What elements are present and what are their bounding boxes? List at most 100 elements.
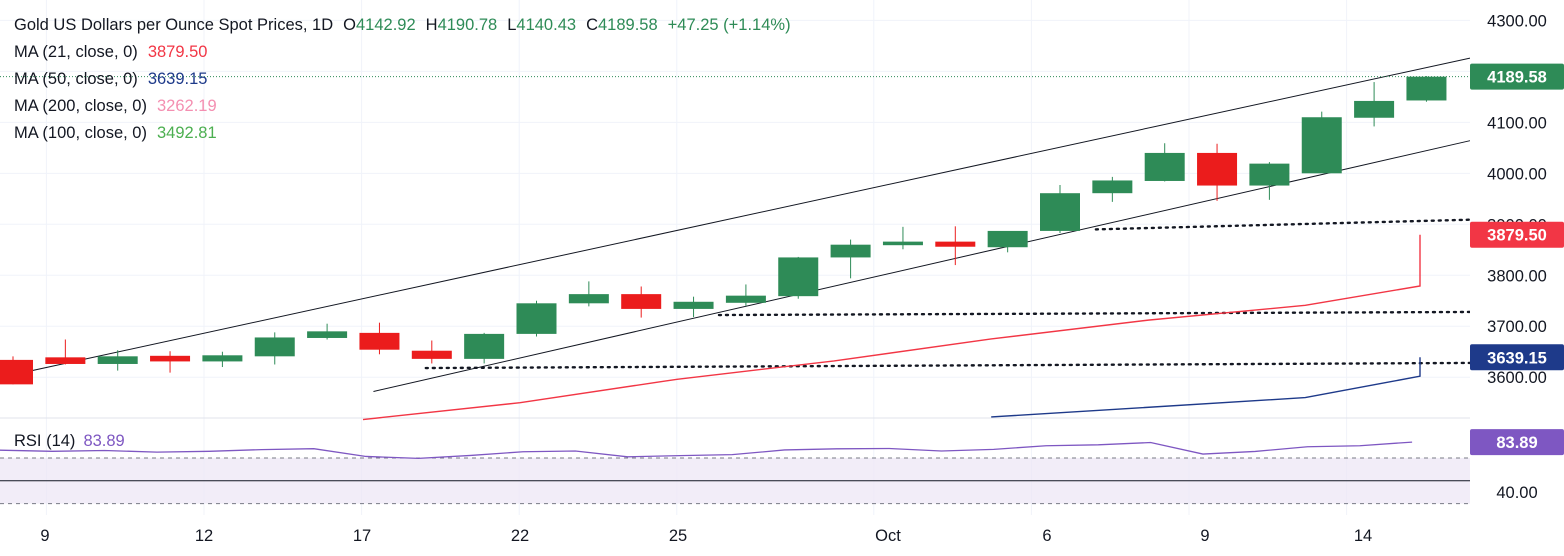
candle — [464, 332, 505, 364]
ohlc-change: +47.25 (+1.14%) — [667, 16, 791, 34]
candle — [1040, 185, 1080, 233]
price-tick-label: 4300.00 — [1487, 12, 1547, 30]
candle-body — [202, 355, 243, 362]
legend-ma-50[interactable]: MA (50, close, 0) 3639.15 — [14, 66, 791, 93]
candle-body — [0, 359, 33, 385]
candle-body — [1354, 100, 1395, 118]
last-price-badge: 4189.58 — [1487, 69, 1547, 87]
time-tick-label: 12 — [195, 527, 213, 545]
candle-body — [1406, 76, 1447, 101]
candle — [568, 281, 609, 307]
candle — [150, 351, 191, 373]
candle-body — [935, 241, 976, 247]
candle-body — [97, 356, 138, 364]
candle — [778, 256, 819, 299]
time-axis: 9 12 17 22 25 Oct 6 9 14 — [40, 527, 1372, 545]
ma-21-badge: 3879.50 — [1487, 227, 1547, 245]
ma-50-name: MA (50, close, 0) — [14, 70, 138, 88]
ohlc-open: 4142.92 — [355, 16, 416, 34]
candle — [45, 339, 86, 365]
trend-lines — [0, 57, 1472, 392]
time-tick-label: 17 — [353, 527, 371, 545]
candle-body — [1144, 152, 1185, 181]
candle-body — [307, 331, 348, 338]
candle — [987, 230, 1028, 253]
candle-body — [411, 350, 452, 359]
time-tick-label: 14 — [1354, 527, 1372, 545]
ohlc-low-label: L — [507, 16, 517, 34]
candle — [1354, 82, 1395, 127]
candle — [1144, 143, 1185, 182]
time-tick-label: 9 — [1200, 527, 1209, 545]
ohlc-close: 4189.58 — [597, 16, 658, 34]
candle — [516, 300, 557, 337]
ohlc-close-label: C — [586, 16, 598, 34]
ohlc-open-label: O — [343, 16, 356, 34]
support-level-line — [717, 310, 1472, 317]
candle-body — [150, 355, 191, 362]
candle — [935, 226, 976, 266]
candle-body — [568, 294, 609, 304]
time-tick-label: 9 — [40, 527, 49, 545]
chart-legend: Gold US Dollars per Ounce Spot Prices, 1… — [14, 12, 791, 147]
candle — [1301, 111, 1342, 174]
moving-averages — [362, 234, 1421, 421]
candle — [0, 356, 33, 385]
rsi-tick-label: 40.00 — [1496, 484, 1537, 502]
price-tick-label: 4000.00 — [1487, 165, 1547, 183]
candle — [830, 239, 871, 279]
candle — [254, 332, 295, 365]
channel-line-lower — [373, 140, 1471, 392]
ma-200-name: MA (200, close, 0) — [14, 97, 147, 115]
last-price-badge-bg — [1470, 63, 1564, 90]
channel-line-upper — [0, 57, 1471, 379]
candle-body — [1092, 180, 1133, 194]
candle-body — [1197, 152, 1238, 186]
rsi-line — [0, 441, 1413, 460]
ohlc-high: 4190.78 — [437, 16, 498, 34]
candle-body — [725, 295, 766, 303]
legend-ma-100[interactable]: MA (100, close, 0) 3492.81 — [14, 120, 791, 147]
candle — [882, 226, 923, 250]
ma-21-badge-bg — [1470, 221, 1564, 248]
grid — [0, 0, 1564, 515]
time-tick-label: 22 — [511, 527, 529, 545]
ma-100-value: 3492.81 — [156, 124, 217, 142]
ma-line-0 — [362, 234, 1421, 421]
ohlc-high-label: H — [425, 16, 438, 34]
candle-body — [1301, 117, 1342, 174]
candle-body — [359, 332, 400, 350]
candle — [307, 323, 348, 340]
candle — [411, 340, 452, 364]
legend-title-row: Gold US Dollars per Ounce Spot Prices, 1… — [14, 12, 791, 39]
ma-50-value: 3639.15 — [147, 70, 208, 88]
ma-21-name: MA (21, close, 0) — [14, 43, 138, 61]
candle — [202, 351, 243, 368]
legend-ma-200[interactable]: MA (200, close, 0) 3262.19 — [14, 93, 791, 120]
candle-body — [621, 294, 662, 309]
time-tick-label: 6 — [1042, 527, 1051, 545]
candle-body — [45, 357, 86, 364]
candle — [1249, 162, 1290, 200]
rsi-legend[interactable]: RSI (14) 83.89 — [14, 432, 125, 451]
candle-body — [1040, 193, 1080, 231]
legend-ma-21[interactable]: MA (21, close, 0) 3879.50 — [14, 39, 791, 66]
time-tick-label: 25 — [669, 527, 687, 545]
chart-title: Gold US Dollars per Ounce Spot Prices, 1… — [14, 16, 334, 34]
candle-body — [778, 257, 819, 297]
rsi-badge-bg — [1470, 429, 1564, 456]
support-level-line — [1094, 218, 1472, 231]
candle — [621, 286, 662, 318]
candle-body — [882, 241, 923, 246]
candles — [0, 76, 1447, 385]
candle-body — [516, 303, 557, 334]
candle — [1197, 143, 1238, 201]
price-tick-label: 3800.00 — [1487, 267, 1547, 285]
price-axis-bg — [1470, 0, 1564, 556]
candle — [97, 350, 138, 371]
rsi-value: 83.89 — [83, 432, 125, 450]
candle-body — [987, 230, 1028, 248]
candle — [725, 284, 766, 306]
